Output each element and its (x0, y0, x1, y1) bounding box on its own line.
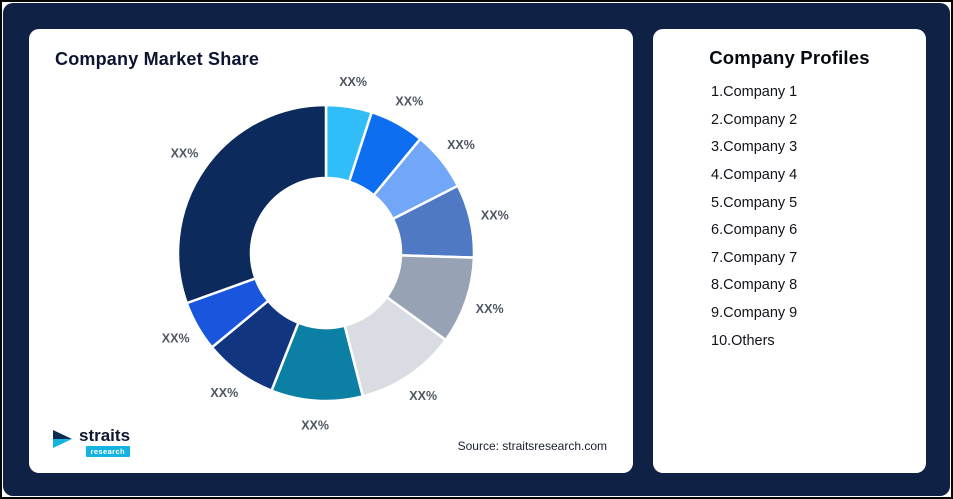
list-item: 7.Company 7 (711, 249, 798, 266)
list-item: 8.Company 8 (711, 277, 798, 294)
logo-text-block: straits research (79, 426, 131, 457)
slice-label: XX% (339, 75, 367, 89)
slice-label: XX% (476, 302, 504, 316)
logo-wordmark: straits (79, 426, 131, 446)
list-item: 4.Company 4 (711, 166, 798, 183)
company-profiles-list: 1.Company 1 2.Company 2 3.Company 3 4.Compa… (653, 83, 926, 350)
list-item: 2.Company 2 (711, 111, 798, 128)
donut-chart: XX% XX% XX% XX% XX% XX% XX% XX% XX% XX% (162, 75, 509, 433)
logo-icon (53, 430, 72, 449)
profiles-title: Company Profiles (709, 47, 870, 68)
slice-label: XX% (301, 419, 329, 433)
donut-slice-others (176, 103, 328, 305)
logo-subtext: research (85, 446, 131, 457)
list-item: 6.Company 6 (711, 222, 798, 239)
slice-label: XX% (409, 389, 437, 403)
chart-title: Company Market Share (55, 49, 260, 69)
navy-background: Company Market Share XX% XX% XX% XX% XX% XX% X… (3, 3, 950, 496)
market-share-card: Company Market Share XX% XX% XX% XX% XX% XX% X… (29, 29, 633, 473)
list-item: 3.Company 3 (711, 139, 798, 156)
slice-label: XX% (481, 208, 509, 222)
slice-label: XX% (395, 94, 423, 108)
list-item: 9.Company 9 (711, 305, 798, 321)
slice-label: XX% (210, 386, 238, 400)
list-item: 5.Company 5 (711, 194, 798, 211)
slice-label: XX% (171, 147, 199, 161)
list-item: 1.Company 1 (711, 84, 798, 100)
company-profiles-card: Company Profiles 1.Company 1 2.Company 2 3… (653, 29, 926, 473)
slice-label: XX% (162, 332, 190, 346)
source-note: Source: straitsresearch.com (457, 439, 607, 453)
list-item: 10.Others (711, 332, 775, 349)
straits-research-logo: straits research (51, 426, 131, 457)
slice-label: XX% (447, 138, 475, 152)
